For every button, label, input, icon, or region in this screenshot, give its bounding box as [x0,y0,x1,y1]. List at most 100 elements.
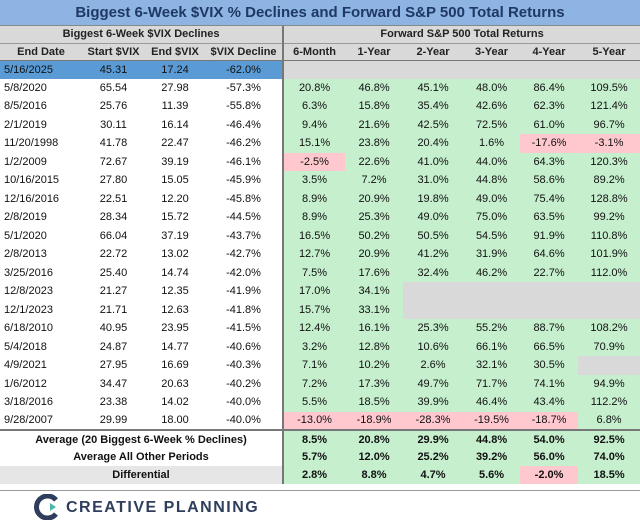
cell: 12/16/2016 [4,192,60,205]
return-cell: 1.6% [463,134,521,153]
summary-cell: 25.2% [403,448,464,466]
cell: 4/9/2021 [4,359,47,372]
cell: 37.19 [161,229,189,242]
cell: 5/8/2020 [4,81,47,94]
return-cell: 41.0% [403,152,464,171]
column-header: 6-Month [283,43,346,61]
summary-row: Average (20 Biggest 6-Week % Declines) 8.… [0,429,640,448]
return-cell: 109.5% [578,78,640,97]
table-row: 2/8/2013 22.72 13.02 -42.7% 12.7% 20.9% 41.2% 3… [0,245,640,264]
return-cell: -28.3% [403,411,464,430]
column-header: 4-Year [520,43,579,61]
cell: 11/20/1998 [4,137,59,150]
return-cell: 46.4% [463,393,521,412]
table-row: 2/8/2019 28.34 15.72 -44.5% 8.9% 25.3% 49.0% 75… [0,208,640,227]
return-cell: 41.2% [403,245,464,264]
return-cell: 12.7% [283,245,346,264]
return-cell: 22.6% [345,152,404,171]
summary-label: Average (20 Biggest 6-Week % Declines) [0,429,285,448]
cell: -42.0% [205,263,285,282]
column-header: $VIX Decline [205,43,285,61]
return-cell: 71.7% [463,374,521,393]
return-cell: 3.2% [283,337,346,356]
return-cell: 8.9% [283,189,346,208]
return-cell: 61.0% [520,115,579,134]
cell: 45.31 [82,60,145,79]
cell: 41.78 [99,137,128,150]
return-cell: -18.9% [345,411,404,430]
return-cell: 6.3% [283,97,346,116]
return-cell: 46.8% [345,78,404,97]
cell: 5/4/2018 [4,340,47,353]
cell: -40.0% [205,393,285,412]
return-cell: 9.4% [283,115,346,134]
return-cell [520,300,579,319]
cell: 28.34 [99,211,128,224]
cell: 30.11 [100,118,127,131]
cell: 15.72 [161,211,189,224]
column-header: End $VIX [145,43,205,61]
return-cell: 49.7% [403,374,464,393]
return-cell: 7.1% [283,356,346,375]
return-cell: 128.8% [578,189,640,208]
group-header: Forward S&P 500 Total Returns [283,26,640,44]
return-cell [578,300,640,319]
return-cell: 62.3% [520,97,579,116]
return-cell: 54.5% [463,226,521,245]
return-cell: 31.9% [463,245,521,264]
return-cell: 75.4% [520,189,579,208]
return-cell: 66.5% [520,337,579,356]
group-header: Biggest 6-Week $VIX Declines [0,26,285,44]
summary-cell: -2.0% [520,466,579,484]
return-cell: 5.5% [283,393,346,412]
return-cell: 8.9% [283,208,346,227]
cell: -42.7% [205,245,285,264]
return-cell: 43.4% [520,393,579,412]
return-cell: 49.0% [463,189,521,208]
return-cell: 66.1% [463,337,521,356]
return-cell: 44.8% [463,171,521,190]
return-cell: 96.7% [578,115,640,134]
return-cell: 70.9% [578,337,640,356]
return-cell: 19.8% [403,189,464,208]
cell: 24.87 [99,340,128,353]
return-cell: 25.3% [403,319,464,338]
return-cell: 33.1% [345,300,404,319]
cell: -46.2% [205,134,285,153]
cell: 16.69 [161,359,189,372]
cell: 5/16/2025 [0,60,82,79]
cell: -55.8% [205,97,285,116]
return-cell: 50.5% [403,226,464,245]
cell: 23.95 [161,322,189,335]
cell: 25.40 [99,266,128,279]
table-row: 4/9/2021 27.95 16.69 -40.3% 7.1% 10.2% 2.6% 32.… [0,356,640,375]
summary-cell: 8.8% [345,466,404,484]
return-cell: -19.5% [463,411,521,430]
return-cell: 15.8% [345,97,404,116]
return-cell: 48.0% [463,78,521,97]
cell: 17.24 [145,60,205,79]
cell: -43.7% [205,226,285,245]
cell: -45.8% [205,189,285,208]
table-row: 1/2/2009 72.67 39.19 -46.1% -2.5% 22.6% 41.0% 4… [0,152,640,171]
return-cell: -17.6% [520,134,579,153]
return-cell: 15.7% [283,300,346,319]
cell: 22.47 [161,137,189,150]
cell: -40.2% [205,374,285,393]
return-cell: 17.6% [345,263,404,282]
return-cell: 49.0% [403,208,464,227]
column-header: 1-Year [345,43,404,61]
table-row: 10/16/2015 27.80 15.05 -45.9% 3.5% 7.2% 31.0% 4… [0,171,640,190]
return-cell: 120.3% [578,152,640,171]
cell: -45.9% [205,171,285,190]
summary-cell: 5.7% [283,448,346,466]
return-cell: 45.1% [403,78,464,97]
cell: 1/6/2012 [4,377,47,390]
footer: CREATIVE PLANNING [0,490,640,523]
return-cell: 44.0% [463,152,521,171]
return-cell: 64.6% [520,245,579,264]
cell: 12.35 [161,285,189,298]
cell: 2/8/2013 [4,248,47,261]
return-cell: 17.0% [283,282,346,301]
